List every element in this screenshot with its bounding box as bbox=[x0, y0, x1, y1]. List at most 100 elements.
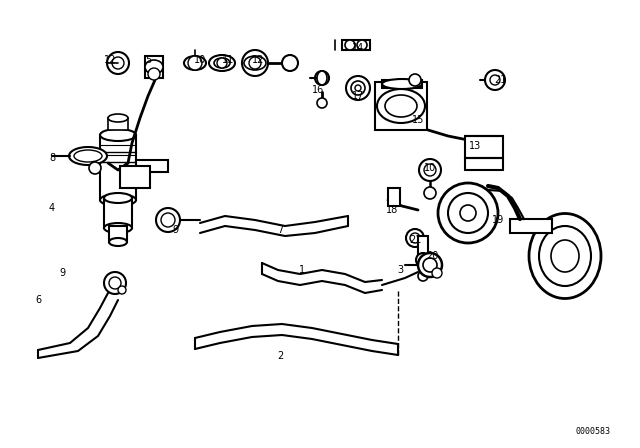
Text: 9: 9 bbox=[59, 268, 65, 278]
Text: 6: 6 bbox=[35, 295, 41, 305]
Ellipse shape bbox=[539, 226, 591, 286]
Text: 15: 15 bbox=[412, 115, 424, 125]
Text: 14: 14 bbox=[352, 43, 364, 53]
Polygon shape bbox=[38, 293, 118, 358]
Ellipse shape bbox=[529, 214, 601, 298]
Circle shape bbox=[419, 159, 441, 181]
Circle shape bbox=[423, 258, 437, 272]
Circle shape bbox=[418, 271, 428, 281]
Circle shape bbox=[188, 56, 202, 70]
Circle shape bbox=[424, 164, 436, 176]
Text: 16: 16 bbox=[312, 85, 324, 95]
Circle shape bbox=[490, 75, 500, 85]
Circle shape bbox=[217, 58, 227, 68]
Circle shape bbox=[355, 85, 361, 91]
Bar bbox=[109, 226, 127, 242]
Circle shape bbox=[432, 268, 442, 278]
Bar bbox=[100, 135, 136, 200]
Ellipse shape bbox=[551, 240, 579, 272]
Ellipse shape bbox=[385, 95, 417, 117]
Polygon shape bbox=[200, 216, 348, 236]
Circle shape bbox=[104, 272, 126, 294]
Ellipse shape bbox=[382, 79, 422, 89]
Ellipse shape bbox=[100, 129, 136, 141]
Circle shape bbox=[315, 71, 329, 85]
Bar bbox=[388, 188, 400, 206]
Circle shape bbox=[242, 50, 268, 76]
Polygon shape bbox=[262, 263, 382, 293]
Circle shape bbox=[406, 229, 424, 247]
Ellipse shape bbox=[104, 223, 132, 233]
Ellipse shape bbox=[109, 238, 127, 246]
Circle shape bbox=[346, 76, 370, 100]
Ellipse shape bbox=[104, 193, 132, 203]
Text: 9: 9 bbox=[172, 225, 178, 235]
Bar bbox=[104, 198, 132, 228]
Text: 5: 5 bbox=[145, 55, 151, 65]
Ellipse shape bbox=[244, 56, 266, 70]
Circle shape bbox=[148, 68, 160, 80]
Ellipse shape bbox=[317, 71, 327, 85]
Circle shape bbox=[118, 286, 126, 294]
Text: 8: 8 bbox=[49, 153, 55, 163]
Bar bbox=[465, 136, 503, 158]
Circle shape bbox=[351, 81, 365, 95]
Circle shape bbox=[109, 277, 121, 289]
Circle shape bbox=[249, 57, 261, 69]
Ellipse shape bbox=[69, 147, 107, 165]
Text: 13: 13 bbox=[469, 141, 481, 151]
Ellipse shape bbox=[209, 55, 235, 71]
Text: 21: 21 bbox=[409, 235, 421, 245]
Text: 12: 12 bbox=[252, 55, 264, 65]
Ellipse shape bbox=[108, 114, 128, 122]
Circle shape bbox=[410, 233, 420, 243]
Circle shape bbox=[460, 205, 476, 221]
Bar bbox=[510, 219, 552, 233]
Circle shape bbox=[345, 40, 355, 50]
Circle shape bbox=[112, 57, 124, 69]
Bar bbox=[108, 118, 128, 130]
Circle shape bbox=[156, 208, 180, 232]
Text: 0000583: 0000583 bbox=[575, 427, 610, 436]
Text: 11: 11 bbox=[222, 55, 234, 65]
Circle shape bbox=[424, 187, 436, 199]
Text: 7: 7 bbox=[277, 225, 283, 235]
Text: 12: 12 bbox=[104, 55, 116, 65]
Text: 3: 3 bbox=[397, 265, 403, 275]
Bar bbox=[145, 56, 163, 78]
Circle shape bbox=[357, 40, 367, 50]
Circle shape bbox=[409, 74, 421, 86]
Circle shape bbox=[161, 213, 175, 227]
Circle shape bbox=[282, 55, 298, 71]
Ellipse shape bbox=[184, 56, 206, 70]
Bar bbox=[342, 40, 370, 50]
Bar bbox=[418, 236, 428, 256]
Circle shape bbox=[416, 253, 430, 267]
Ellipse shape bbox=[100, 194, 136, 206]
Bar bbox=[136, 160, 168, 172]
Ellipse shape bbox=[214, 58, 230, 68]
Circle shape bbox=[89, 162, 101, 174]
Circle shape bbox=[418, 253, 442, 277]
Text: 10: 10 bbox=[194, 55, 206, 65]
Bar bbox=[382, 80, 422, 88]
Ellipse shape bbox=[377, 89, 425, 123]
Ellipse shape bbox=[145, 60, 163, 74]
Polygon shape bbox=[195, 324, 398, 355]
Bar bbox=[375, 82, 427, 130]
Text: 1: 1 bbox=[299, 265, 305, 275]
Text: 20: 20 bbox=[426, 251, 438, 261]
Text: 2: 2 bbox=[277, 351, 283, 361]
Bar bbox=[120, 166, 150, 188]
Text: 10: 10 bbox=[424, 163, 436, 173]
Circle shape bbox=[438, 183, 498, 243]
Ellipse shape bbox=[74, 150, 102, 162]
Text: 17: 17 bbox=[352, 91, 364, 101]
Text: 19: 19 bbox=[492, 215, 504, 225]
Text: 21: 21 bbox=[494, 75, 506, 85]
Circle shape bbox=[317, 98, 327, 108]
Circle shape bbox=[107, 52, 129, 74]
Circle shape bbox=[448, 193, 488, 233]
Text: 18: 18 bbox=[386, 205, 398, 215]
Circle shape bbox=[485, 70, 505, 90]
